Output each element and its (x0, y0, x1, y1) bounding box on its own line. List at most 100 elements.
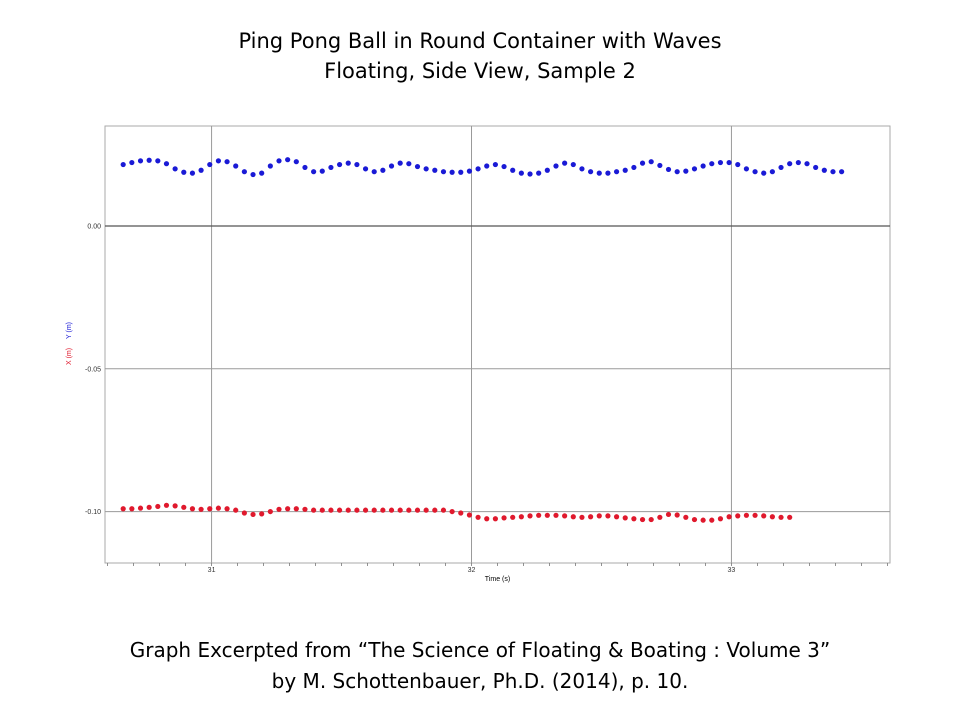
data-point (172, 503, 178, 509)
x-tick-label: 33 (728, 567, 736, 574)
data-point (709, 161, 715, 167)
data-point (813, 164, 819, 171)
data-point (787, 161, 793, 167)
source-caption-line-2: by M. Schottenbauer, Ph.D. (2014), p. 10… (271, 669, 689, 693)
data-point (336, 161, 343, 168)
data-point (319, 507, 325, 513)
data-point (345, 160, 351, 166)
data-point (172, 166, 178, 172)
data-point (423, 166, 429, 172)
data-point (120, 161, 126, 168)
data-point (518, 170, 524, 176)
data-point (622, 515, 628, 521)
data-point (432, 507, 438, 513)
data-point (198, 506, 204, 512)
data-point (761, 513, 767, 519)
data-point (830, 169, 836, 175)
data-point (839, 169, 845, 175)
data-point (562, 513, 568, 519)
data-point (233, 507, 239, 513)
data-point (562, 160, 568, 166)
data-point (285, 157, 291, 163)
data-point (665, 166, 672, 173)
data-point (588, 514, 594, 520)
data-point (544, 167, 550, 173)
data-point (588, 169, 594, 175)
data-point (207, 506, 213, 512)
data-point (440, 507, 447, 513)
data-point (414, 507, 421, 513)
data-point (224, 159, 230, 165)
data-point (449, 169, 455, 175)
data-series (120, 157, 845, 523)
data-point (458, 510, 464, 516)
data-point (639, 516, 646, 523)
data-point (639, 160, 646, 166)
data-point (717, 516, 724, 522)
data-point (336, 507, 343, 513)
data-point (501, 163, 507, 170)
series-y (120, 157, 845, 178)
data-point (596, 513, 602, 519)
plot-area (104, 125, 891, 564)
data-point (518, 514, 524, 520)
data-point (406, 161, 412, 167)
data-point (293, 506, 299, 512)
data-point (362, 507, 369, 513)
data-point (354, 161, 360, 168)
data-point (510, 514, 516, 520)
data-point (311, 169, 317, 175)
data-point (700, 163, 706, 169)
data-point (259, 170, 265, 176)
data-point (709, 517, 715, 523)
data-point (605, 170, 611, 176)
data-point (492, 516, 498, 522)
data-point (536, 512, 542, 518)
data-point (388, 507, 395, 513)
data-point (137, 505, 144, 511)
data-point (735, 513, 741, 519)
data-point (769, 514, 775, 520)
data-point (622, 167, 628, 173)
data-point (691, 166, 698, 172)
data-point (241, 510, 247, 516)
data-point (423, 507, 429, 513)
data-point (657, 514, 663, 520)
data-point (293, 159, 299, 165)
data-point (683, 514, 689, 520)
data-point (129, 506, 135, 512)
data-point (129, 159, 135, 166)
data-point (752, 169, 758, 175)
data-point (631, 516, 637, 522)
data-point (380, 167, 386, 173)
data-point (233, 163, 239, 169)
data-point (397, 160, 403, 166)
data-point (484, 163, 490, 169)
x-tick-label: 32 (468, 567, 476, 574)
data-point (648, 516, 654, 523)
data-point (120, 506, 126, 512)
data-point (596, 170, 602, 176)
data-point (700, 517, 706, 523)
data-point (683, 168, 689, 174)
data-point (795, 159, 801, 166)
data-point (778, 164, 784, 171)
data-point (674, 169, 680, 175)
data-point (804, 161, 810, 167)
data-point (613, 514, 620, 520)
data-point (215, 158, 222, 164)
data-point (146, 504, 152, 510)
data-point (414, 163, 421, 170)
chart-title-line-2: Floating, Side View, Sample 2 (324, 59, 636, 83)
data-point (769, 169, 775, 175)
data-point (510, 167, 516, 173)
data-point (553, 512, 559, 518)
data-point (536, 170, 542, 176)
data-point (787, 514, 793, 520)
data-point (492, 161, 498, 168)
data-point (406, 507, 412, 513)
data-point (761, 170, 767, 176)
data-point (302, 164, 308, 171)
data-point (449, 508, 455, 515)
